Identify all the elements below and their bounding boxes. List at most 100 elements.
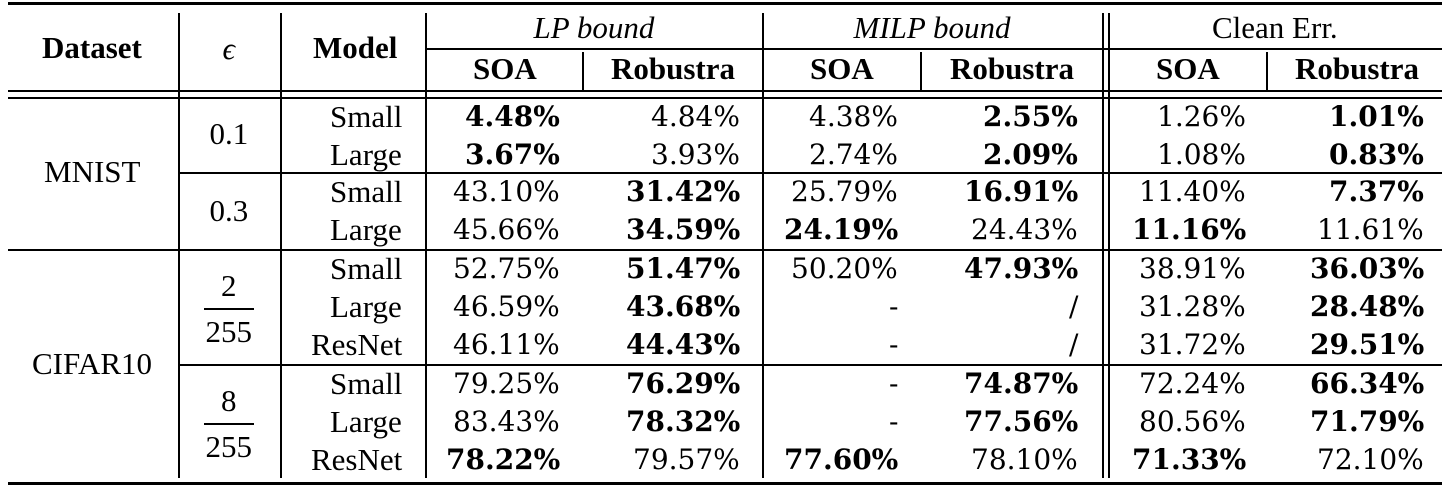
table-cell: 7.37%	[1329, 175, 1424, 208]
table-cell: 79.57%	[633, 443, 740, 476]
table-cell: 1.01%	[1329, 100, 1424, 133]
epsilon-8-255-denominator: 255	[205, 429, 253, 464]
table-cell: 1.26%	[1157, 100, 1246, 133]
table-cell: 51.47%	[626, 252, 741, 285]
vrule-milp	[920, 52, 922, 90]
table-cell: 3.67%	[465, 138, 560, 171]
table-cell: 31.72%	[1139, 328, 1246, 361]
table-cell: 43.10%	[453, 175, 560, 208]
table-cell: 80.56%	[1139, 405, 1246, 438]
cifar-eps-rule	[178, 364, 1442, 366]
table-cell: 11.40%	[1139, 175, 1246, 208]
table-cell: 74.87%	[964, 367, 1079, 400]
model-cell: Large	[330, 289, 402, 324]
header-group-1: MILP bound	[853, 10, 1011, 45]
table-cell: 46.59%	[453, 290, 560, 323]
model-cell: Small	[330, 251, 403, 286]
vrule-model	[425, 13, 427, 478]
epsilon-8-255-fraction-bar	[204, 423, 254, 425]
table-cell: 72.10%	[1317, 443, 1424, 476]
table-cell: 11.16%	[1132, 213, 1247, 246]
header-sub-3: Robustra	[950, 51, 1075, 86]
table-cell: 29.51%	[1310, 328, 1425, 361]
table-cell: 72.24%	[1139, 367, 1246, 400]
model-cell: Small	[330, 366, 403, 401]
table-cell: 43.68%	[626, 290, 741, 323]
table-cell: 2.74%	[809, 138, 898, 171]
header-rule-1	[8, 90, 1442, 92]
dataset-cifar10: CIFAR10	[32, 346, 153, 381]
table-cell: 66.34%	[1310, 367, 1425, 400]
table-cell: 44.43%	[626, 328, 741, 361]
table-cell: 16.91%	[964, 175, 1079, 208]
epsilon-0-1: 0.1	[209, 116, 249, 151]
model-cell: Small	[330, 174, 403, 209]
table-cell: 45.66%	[453, 213, 560, 246]
vrule-lp-milp	[762, 13, 764, 478]
header-sub-0: SOA	[473, 51, 537, 86]
table-cell: -	[889, 405, 899, 438]
table-cell: 1.08%	[1157, 138, 1246, 171]
table-cell: 78.22%	[446, 443, 561, 476]
vrule-dbl-2	[1108, 13, 1110, 478]
table-cell: -	[889, 328, 899, 361]
dataset-rule	[8, 249, 1442, 251]
vrule-lp	[582, 52, 584, 90]
epsilon-2-255-fraction-bar	[204, 308, 254, 310]
epsilon-2-255-denominator: 255	[205, 314, 253, 349]
table-cell: 4.84%	[651, 100, 740, 133]
header-group-2: Clean Err.	[1212, 10, 1338, 45]
top-rule	[8, 2, 1442, 5]
table-cell: 71.33%	[1132, 443, 1247, 476]
table-cell: -	[889, 367, 899, 400]
vrule-dbl-1	[1102, 13, 1104, 478]
bottom-rule	[8, 482, 1442, 485]
table-cell: 83.43%	[453, 405, 560, 438]
table-cell: 47.93%	[964, 252, 1079, 285]
table-cell: 78.10%	[971, 443, 1078, 476]
table-cell: 2.09%	[983, 138, 1078, 171]
epsilon-0-3: 0.3	[209, 193, 249, 228]
table-cell: 77.60%	[784, 443, 899, 476]
table-cell: 78.32%	[626, 405, 741, 438]
table-cell: 4.38%	[809, 100, 898, 133]
header-model: Model	[313, 30, 398, 65]
header-sub-2: SOA	[810, 51, 874, 86]
model-cell: ResNet	[311, 442, 403, 477]
table-cell: 34.59%	[626, 213, 741, 246]
model-cell: Large	[330, 212, 402, 247]
header-sub-4: SOA	[1156, 51, 1220, 86]
header-group-0: LP bound	[533, 10, 655, 45]
table-cell: 24.43%	[971, 213, 1078, 246]
model-cell: Large	[330, 137, 402, 172]
table-cell: 31.28%	[1139, 290, 1246, 323]
table-cell: -	[889, 290, 899, 323]
table-cell: 11.61%	[1317, 213, 1424, 246]
table-cell: /	[1069, 328, 1079, 361]
table-cell: 76.29%	[626, 367, 741, 400]
table-cell: 25.79%	[791, 175, 898, 208]
header-rule-2	[8, 97, 1442, 99]
table-cell: 46.11%	[453, 328, 560, 361]
vrule-dataset	[178, 13, 180, 478]
table-cell: 36.03%	[1310, 252, 1425, 285]
header-sub-1: Robustra	[611, 51, 736, 86]
table-cell: 28.48%	[1310, 290, 1425, 323]
table-cell: 2.55%	[983, 100, 1078, 133]
table-cell: 77.56%	[964, 405, 1079, 438]
table-cell: 52.75%	[453, 252, 560, 285]
model-cell: Small	[330, 99, 403, 134]
model-cell: ResNet	[311, 327, 403, 362]
table-cell: 3.93%	[651, 138, 740, 171]
table-cell: /	[1069, 290, 1079, 323]
table-cell: 0.83%	[1329, 138, 1424, 171]
group-rule	[426, 48, 1442, 50]
table-cell: 71.79%	[1310, 405, 1425, 438]
vrule-clean	[1266, 52, 1268, 90]
header-sub-5: Robustra	[1295, 51, 1420, 86]
model-cell: Large	[330, 404, 402, 439]
vrule-eps	[280, 13, 282, 478]
epsilon-8-255-numerator: 8	[221, 383, 237, 418]
header-epsilon: ϵ	[222, 31, 236, 66]
epsilon-2-255-numerator: 2	[221, 268, 237, 303]
